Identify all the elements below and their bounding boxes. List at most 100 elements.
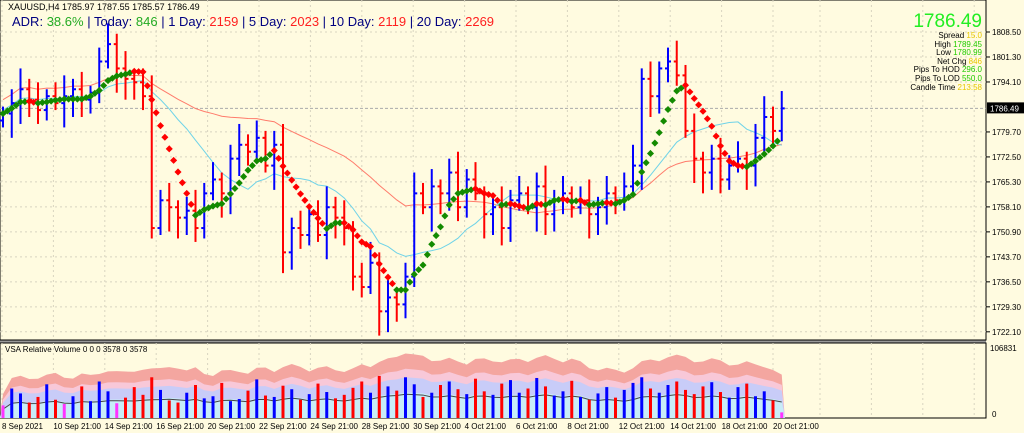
info-value: 15.0 <box>966 31 982 40</box>
trend-dot <box>533 200 541 208</box>
ohlc-bar <box>630 144 636 194</box>
volume-bar <box>89 401 92 418</box>
ohlc-bar <box>253 120 260 163</box>
volume-bar <box>246 390 250 418</box>
trend-dot <box>266 151 274 159</box>
ohlc-bar <box>236 123 243 177</box>
ohlc-bar <box>656 61 663 114</box>
trend-dot <box>743 163 751 171</box>
volume-bar <box>439 385 442 418</box>
x-tick-label: 12 Oct 21:00 <box>619 422 665 431</box>
trend-dot <box>65 95 73 103</box>
ohlc-bar <box>770 106 776 145</box>
volume-bar <box>596 393 600 418</box>
ohlc-bar <box>385 280 391 333</box>
ohlc-bar <box>743 151 750 190</box>
volume-bar <box>561 391 565 418</box>
trend-dot <box>130 67 138 75</box>
volume-bar <box>299 399 302 418</box>
trend-dot <box>410 270 418 278</box>
volume-bar <box>316 383 320 418</box>
ohlc-bar <box>288 217 295 270</box>
ohlc-bar <box>262 130 269 173</box>
volume-bar <box>684 389 687 418</box>
volume-bar <box>622 389 626 418</box>
volume-bar <box>474 378 477 418</box>
trend-dot <box>240 173 248 181</box>
trend-dot <box>642 159 650 167</box>
trend-dot <box>156 122 165 130</box>
trend-dot <box>69 95 77 103</box>
ohlc-bar <box>708 144 715 190</box>
trend-dot <box>187 200 195 208</box>
x-tick-label: 18 Oct 21:00 <box>722 422 768 431</box>
ohlc-bar <box>778 91 785 142</box>
volume-bar <box>395 390 399 418</box>
volume-bar <box>19 393 22 418</box>
trend-dot <box>598 199 606 207</box>
volume-bar <box>141 394 145 418</box>
trend-dot <box>765 146 773 154</box>
volume-bar <box>570 380 574 418</box>
trend-dot <box>218 200 226 208</box>
volume-bar <box>587 399 591 418</box>
y-tick-label: 1758.10 <box>992 203 1021 212</box>
trend-dot <box>301 196 309 204</box>
ohlc-bar <box>647 61 654 118</box>
ohlc-bar <box>280 123 286 274</box>
volume-bar <box>281 385 285 418</box>
ohlc-bar <box>691 113 698 183</box>
volume-bar <box>132 387 136 418</box>
volume-bar <box>754 396 757 418</box>
volume-bar <box>745 383 749 418</box>
ohlc-bar <box>367 241 374 294</box>
trend-dot <box>292 183 300 191</box>
ohlc-bar <box>105 23 111 69</box>
trend-dot <box>349 226 357 234</box>
day5-label: | 5 Day: <box>241 14 287 29</box>
trend-dot <box>550 196 558 204</box>
trend-dot <box>747 160 755 168</box>
trend-dot <box>327 222 335 230</box>
trend-dot <box>681 81 690 89</box>
day10-value: 2119 <box>378 14 407 29</box>
ohlc-bar <box>175 200 181 239</box>
trend-dot <box>191 211 200 219</box>
trend-dot <box>594 200 602 208</box>
trend-dot <box>170 156 178 164</box>
trend-dot <box>489 192 497 200</box>
trend-dot <box>397 286 405 294</box>
trend-dot <box>428 240 436 248</box>
volume-min-label: 0 <box>992 410 997 419</box>
ohlc-bar <box>428 169 435 232</box>
x-tick-label: 6 Oct 21:00 <box>516 422 558 431</box>
volume-bar <box>159 389 162 418</box>
trend-dot <box>148 96 156 104</box>
trend-dot <box>620 196 628 204</box>
ohlc-bar <box>586 179 593 239</box>
trend-dot <box>384 273 392 281</box>
volume-bar <box>264 395 267 418</box>
ohlc-bar <box>542 165 549 235</box>
trend-dot <box>703 115 711 123</box>
trend-dot <box>235 179 243 187</box>
ohlc-bar <box>113 33 120 93</box>
x-tick-label: 30 Sep 21:00 <box>413 422 461 431</box>
trend-dot <box>91 89 99 97</box>
ohlc-bar <box>166 182 173 232</box>
trend-dot <box>139 68 147 76</box>
current-price-big: 1786.49 <box>913 11 982 32</box>
trend-dot <box>432 232 440 240</box>
trend-dot <box>668 96 676 104</box>
volume-bar <box>377 375 381 418</box>
trend-dot <box>708 122 716 130</box>
trend-dot <box>248 162 256 170</box>
y-tick-label: 1801.30 <box>992 53 1021 62</box>
volume-bar <box>360 381 364 418</box>
trend-dot <box>537 200 545 208</box>
volume-bar <box>631 382 635 418</box>
volume-bar <box>500 383 504 418</box>
volume-bar <box>45 384 49 418</box>
trend-dot <box>773 137 781 145</box>
